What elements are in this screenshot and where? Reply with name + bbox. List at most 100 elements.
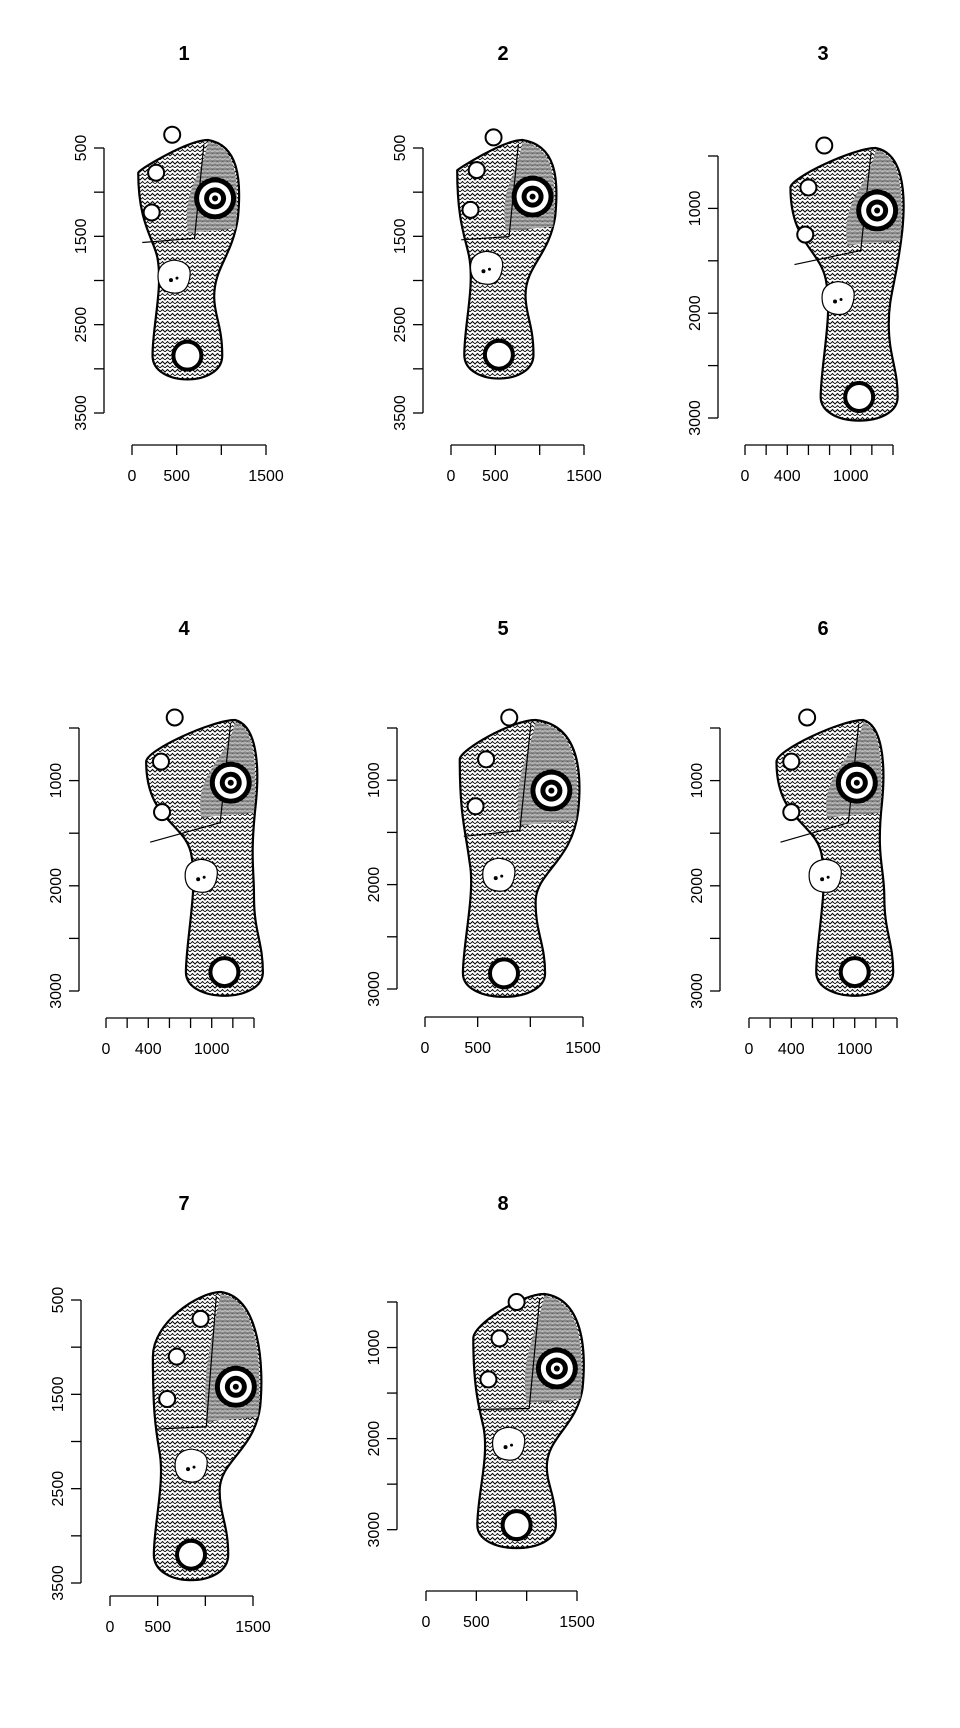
toe-circle [500, 1509, 533, 1542]
panel-title: 2 [497, 43, 508, 65]
panel-title: 4 [178, 618, 190, 640]
logo-patch [469, 250, 504, 285]
y-tick-label: 3500 [50, 1565, 67, 1601]
stud-circle [466, 797, 485, 816]
y-tick-label: 2500 [392, 307, 409, 343]
sole-seam [794, 151, 872, 266]
stud-circle [796, 225, 815, 244]
sole-seam [463, 723, 532, 837]
x-tick-label: 500 [482, 468, 509, 485]
stud-circle [484, 128, 503, 147]
sole-seam [142, 143, 205, 244]
x-tick-label: 0 [106, 1619, 115, 1636]
y-tick-label: 1000 [366, 1330, 383, 1366]
sole-panel-5: 5 0 500 1500 1000 2000 3000 [366, 618, 601, 1057]
toe-circle [175, 1538, 208, 1571]
logo-patch [491, 1426, 526, 1461]
y-tick-label: 1500 [73, 218, 90, 254]
pivot-center [212, 195, 219, 202]
stud-circle [798, 708, 817, 727]
y-tick-label: 3000 [366, 1512, 383, 1548]
stud-circle [165, 708, 184, 727]
y-tick-label: 2500 [73, 307, 90, 343]
x-tick-label: 1500 [235, 1619, 271, 1636]
stud-circle [151, 752, 170, 771]
sole-panel-4: 4 0 400 1000 1000 2000 3000 [48, 618, 264, 1058]
pivot-center [553, 1365, 560, 1372]
logo-patch [821, 280, 855, 316]
sole-panel-7: 7 0 500 1500 500 1500 2500 3500 [50, 1193, 271, 1636]
x-tick-label: 0 [422, 1614, 431, 1631]
toe-circle [843, 381, 876, 414]
stud-circle [461, 200, 480, 219]
logo-mark [196, 877, 201, 882]
logo-mark [487, 267, 491, 271]
pivot-center [232, 1383, 239, 1390]
stud-circle [799, 178, 818, 197]
logo-mark [500, 874, 504, 878]
logo-patch [482, 857, 516, 892]
x-tick-label: 400 [774, 468, 801, 485]
y-tick-label: 1000 [687, 191, 704, 227]
stud-circle [507, 1293, 526, 1311]
panel-title: 3 [817, 43, 828, 65]
pivot-center [548, 787, 555, 794]
sole-seam [150, 723, 232, 843]
panel-title: 8 [497, 1193, 508, 1215]
pivot-center [853, 779, 860, 786]
y-tick-label: 1000 [689, 763, 706, 799]
toe-circle [482, 338, 515, 371]
y-tick-label: 2000 [687, 295, 704, 331]
y-tick-label: 3000 [689, 973, 706, 1009]
panel-title: 5 [497, 618, 508, 640]
stud-circle [782, 752, 801, 771]
sole-seam [780, 723, 860, 843]
logo-mark [186, 1467, 191, 1472]
x-tick-label: 1500 [566, 468, 602, 485]
stud-circle [490, 1329, 509, 1348]
logo-mark [503, 1445, 508, 1450]
logo-patch [157, 259, 191, 294]
logo-mark [493, 876, 498, 881]
x-tick-label: 1500 [565, 1040, 601, 1057]
panel-title: 1 [178, 43, 189, 65]
x-tick-label: 1000 [194, 1041, 230, 1058]
y-tick-label: 3500 [392, 395, 409, 431]
logo-patch [184, 858, 218, 893]
stud-circle [167, 1347, 186, 1366]
stud-circle [782, 803, 801, 822]
logo-mark [510, 1443, 514, 1447]
y-tick-label: 1000 [48, 763, 65, 799]
logo-mark [168, 278, 173, 283]
y-tick-label: 3000 [366, 971, 383, 1007]
stud-circle [147, 163, 166, 182]
logo-mark [202, 875, 206, 879]
x-tick-label: 500 [464, 1040, 491, 1057]
y-tick-label: 500 [73, 135, 90, 162]
logo-patch [808, 858, 842, 893]
toe-circle [208, 956, 241, 989]
y-tick-label: 2000 [366, 867, 383, 903]
logo-mark [826, 875, 830, 879]
stud-circle [163, 125, 182, 144]
x-tick-label: 500 [163, 468, 190, 485]
x-tick-label: 0 [745, 1041, 754, 1058]
sole-panel-2: 2 0 500 1500 500 1500 2500 3500 [392, 43, 602, 485]
logo-mark [481, 269, 486, 274]
logo-patch [174, 1448, 208, 1483]
x-tick-label: 1500 [248, 468, 284, 485]
y-tick-label: 2500 [50, 1471, 67, 1507]
x-tick-label: 400 [778, 1041, 805, 1058]
logo-mark [839, 297, 843, 301]
x-tick-label: 0 [102, 1041, 111, 1058]
x-tick-label: 1000 [833, 468, 869, 485]
y-tick-label: 1000 [366, 762, 383, 798]
logo-mark [820, 877, 825, 882]
logo-mark [175, 276, 179, 280]
y-tick-label: 1500 [50, 1376, 67, 1412]
sole-seam [156, 1295, 217, 1430]
y-tick-label: 1500 [392, 218, 409, 254]
stud-circle [479, 1370, 498, 1389]
sole-seam [477, 1297, 541, 1411]
